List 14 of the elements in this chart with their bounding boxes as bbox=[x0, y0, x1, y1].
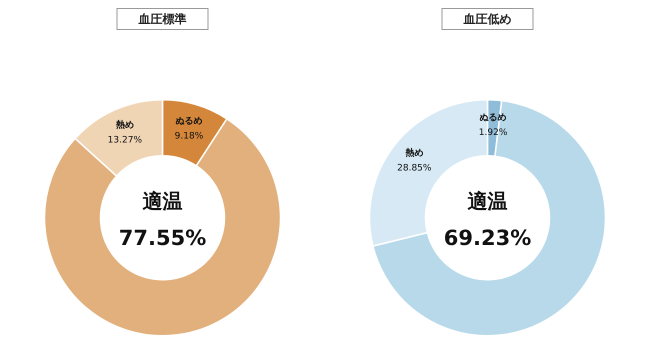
data-label: 77.55% bbox=[118, 226, 206, 250]
chart-title: 血圧低め bbox=[462, 12, 512, 26]
data-label: 28.85% bbox=[397, 163, 432, 174]
data-label: 1.92% bbox=[478, 128, 508, 138]
chart-title: 血圧標準 bbox=[138, 12, 186, 26]
data-label: 13.27% bbox=[108, 136, 142, 146]
slice-label: 熱め bbox=[404, 147, 424, 158]
slice-label: ぬるめ bbox=[480, 112, 507, 123]
slice-label: 適温 bbox=[468, 188, 508, 213]
data-label: 9.18% bbox=[174, 132, 204, 142]
slice-label: 適温 bbox=[142, 188, 182, 213]
slice-label: 熱め bbox=[114, 120, 134, 131]
slice-label: ぬるめ bbox=[175, 116, 202, 127]
data-label: 69.23% bbox=[444, 226, 532, 250]
